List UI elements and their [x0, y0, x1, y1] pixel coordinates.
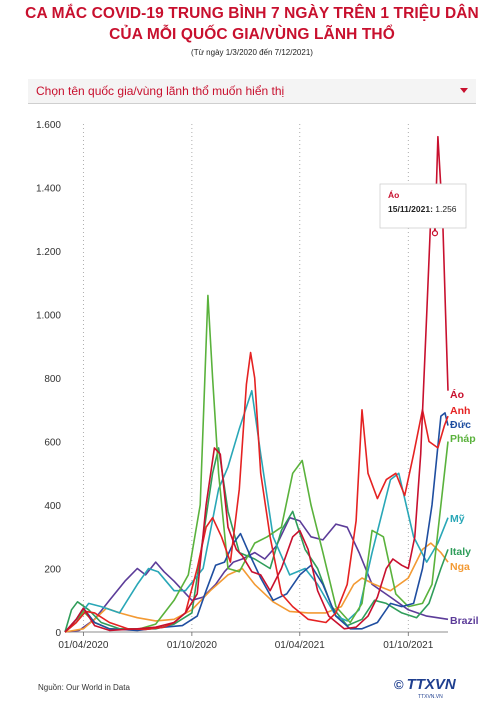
y-tick-label: 200 — [44, 565, 61, 576]
ttxvn-logo: © TTXVN — [394, 676, 456, 693]
series-line-Pháp[interactable] — [64, 294, 449, 633]
legend-label-Pháp: Pháp — [450, 433, 476, 445]
legend-label-Italy: Italy — [450, 546, 471, 558]
chart-subtitle: (Từ ngày 1/3/2020 đến 7/12/2021) — [191, 48, 313, 57]
x-tick-label: 01/10/2021 — [383, 640, 433, 651]
series-line-Brazil[interactable] — [64, 516, 449, 633]
y-tick-label: 1.200 — [36, 247, 61, 258]
legend-label-Mỹ: Mỹ — [450, 513, 465, 525]
y-tick-label: 0 — [55, 628, 61, 639]
y-tick-label: 1.600 — [36, 120, 61, 131]
country-select-dropdown[interactable]: Chọn tên quốc gia/vùng lãnh thổ muốn hiể… — [28, 79, 476, 104]
tooltip-value: 15/11/2021: 1.256 — [388, 204, 457, 214]
legend-label-Brazil: Brazil — [450, 615, 479, 627]
source-note: Nguồn: Our World in Data — [38, 683, 130, 692]
y-tick-label: 400 — [44, 501, 61, 512]
y-tick-label: 1.400 — [36, 184, 61, 195]
chart-title-line1: CA MẮC COVID-19 TRUNG BÌNH 7 NGÀY TRÊN 1… — [25, 5, 479, 22]
chevron-down-icon[interactable] — [460, 88, 468, 93]
legend-label-Đức: Đức — [450, 419, 471, 431]
x-tick-label: 01/10/2020 — [167, 640, 217, 651]
logo-text: TTXVN — [406, 676, 456, 693]
y-tick-label: 600 — [44, 438, 61, 449]
tooltip-point[interactable] — [431, 230, 439, 237]
legend-label-Nga: Nga — [450, 561, 470, 573]
logo-subtext: TTXVN.VN — [418, 694, 443, 700]
tooltip-series-name: Áo — [388, 190, 399, 200]
legend-label-Áo: Áo — [450, 388, 464, 401]
y-tick-label: 1.000 — [36, 311, 61, 322]
copyright-icon: © — [394, 677, 404, 692]
country-select-placeholder: Chọn tên quốc gia/vùng lãnh thổ muốn hiể… — [36, 84, 285, 98]
x-tick-label: 01/04/2020 — [58, 640, 108, 651]
tooltip-box — [379, 183, 467, 229]
series-line-Đức[interactable] — [64, 412, 449, 633]
chart-title-line2: CỦA MỖI QUỐC GIA/VÙNG LÃNH THỔ — [109, 26, 395, 43]
series-line-Áo[interactable] — [64, 135, 449, 633]
legend-label-Anh: Anh — [450, 405, 470, 417]
x-tick-label: 01/04/2021 — [275, 640, 325, 651]
y-tick-label: 800 — [44, 374, 61, 385]
series-line-Mỹ[interactable] — [64, 389, 449, 633]
series-line-Anh[interactable] — [64, 351, 449, 633]
line-chart: 0 200 400 600 800 1.000 1.200 1.400 1.600 01/04/2… — [36, 120, 479, 651]
series-line-Nga[interactable] — [64, 542, 449, 633]
